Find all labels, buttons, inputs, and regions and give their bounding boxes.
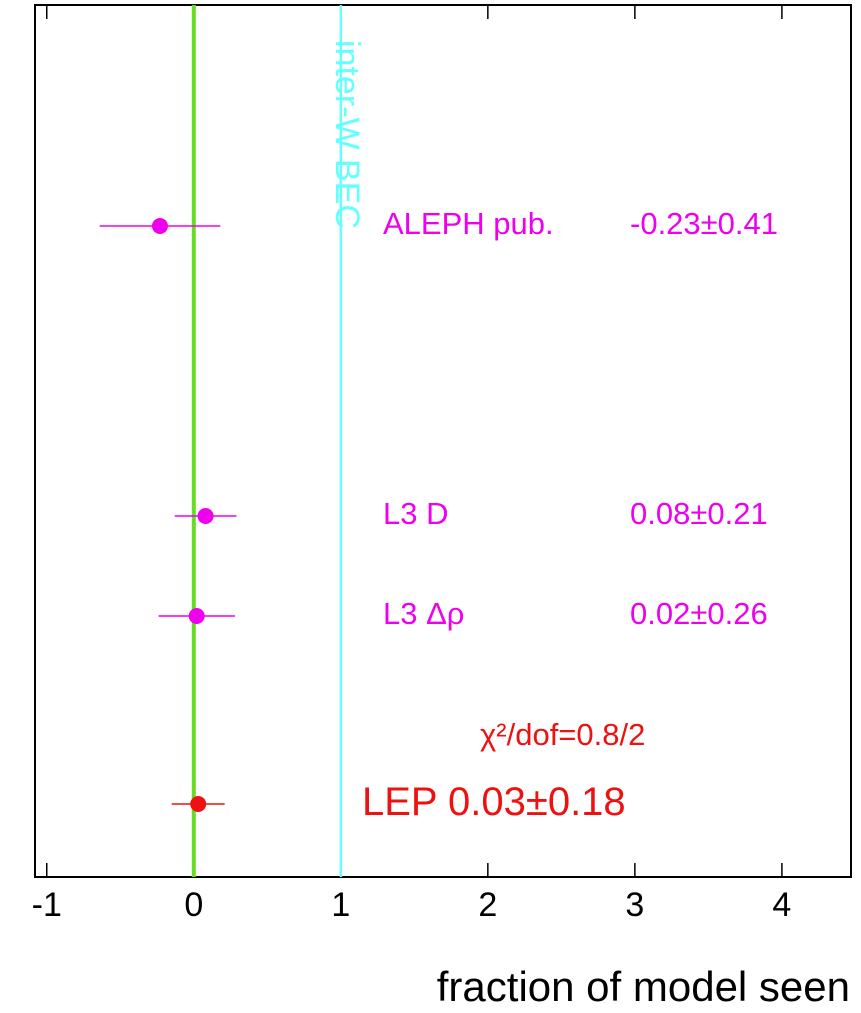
x-tick-label: 3 [625,886,644,924]
row-name: ALEPH pub. [383,206,554,241]
row-name: L3 D [383,496,448,531]
row-name: LEP [362,780,437,824]
value-label: 0.03±0.18 [448,780,626,824]
annotation: χ²/dof=0.8/2 [480,717,645,752]
x-tick-label: 4 [772,886,791,924]
data-point [151,218,168,234]
reference-line-label: inter-W BEC [328,40,366,229]
value-label: -0.23±0.41 [630,206,778,241]
plot-frame [34,4,852,878]
row-label: LEP 0.03±0.18 [362,780,626,824]
x-axis-title: fraction of model seen [437,963,850,1010]
value-label: 0.02±0.26 [630,596,768,631]
row-name: L3 Δρ [383,596,464,631]
value-label: 0.08±0.21 [630,496,768,531]
data-point [188,608,205,624]
data-point [197,508,214,524]
x-tick-label: 2 [478,886,497,924]
x-tick-label: 0 [184,886,203,924]
x-tick-label: -1 [32,886,62,924]
x-tick-label: 1 [331,886,350,924]
data-point [190,796,207,812]
